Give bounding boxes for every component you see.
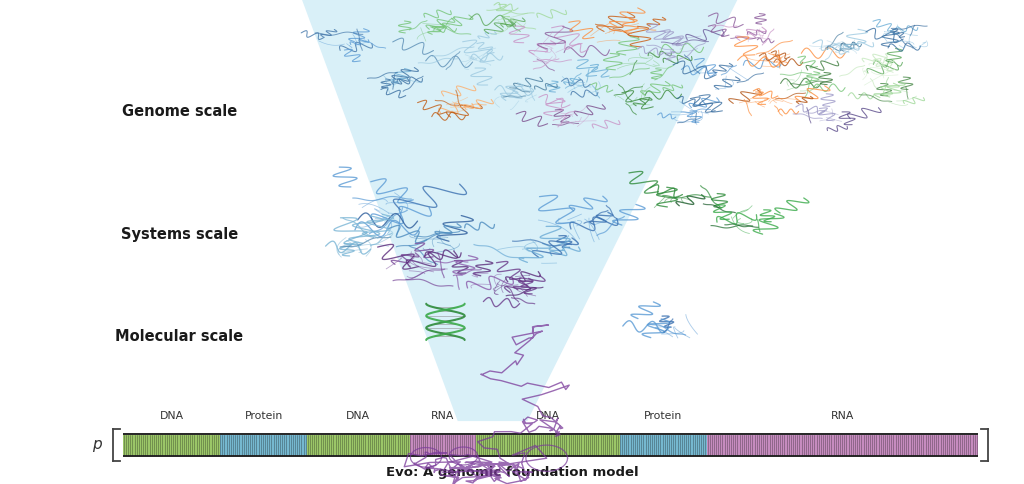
Text: RNA: RNA [431, 411, 455, 421]
Text: RNA: RNA [830, 411, 854, 421]
Text: Protein: Protein [245, 411, 283, 421]
Text: Systems scale: Systems scale [121, 227, 238, 242]
Text: Protein: Protein [644, 411, 682, 421]
Text: Evo: A genomic foundation model: Evo: A genomic foundation model [386, 466, 638, 479]
Text: Molecular scale: Molecular scale [115, 329, 244, 344]
FancyBboxPatch shape [707, 435, 978, 455]
FancyBboxPatch shape [476, 435, 620, 455]
FancyBboxPatch shape [307, 435, 410, 455]
Text: p: p [92, 437, 102, 452]
FancyBboxPatch shape [620, 435, 707, 455]
Text: DNA: DNA [536, 411, 560, 421]
Text: DNA: DNA [346, 411, 371, 421]
FancyBboxPatch shape [123, 433, 978, 457]
Text: DNA: DNA [160, 411, 183, 421]
Polygon shape [302, 0, 737, 421]
Text: Genome scale: Genome scale [122, 104, 237, 119]
FancyBboxPatch shape [220, 435, 307, 455]
FancyBboxPatch shape [410, 435, 476, 455]
FancyBboxPatch shape [123, 435, 220, 455]
